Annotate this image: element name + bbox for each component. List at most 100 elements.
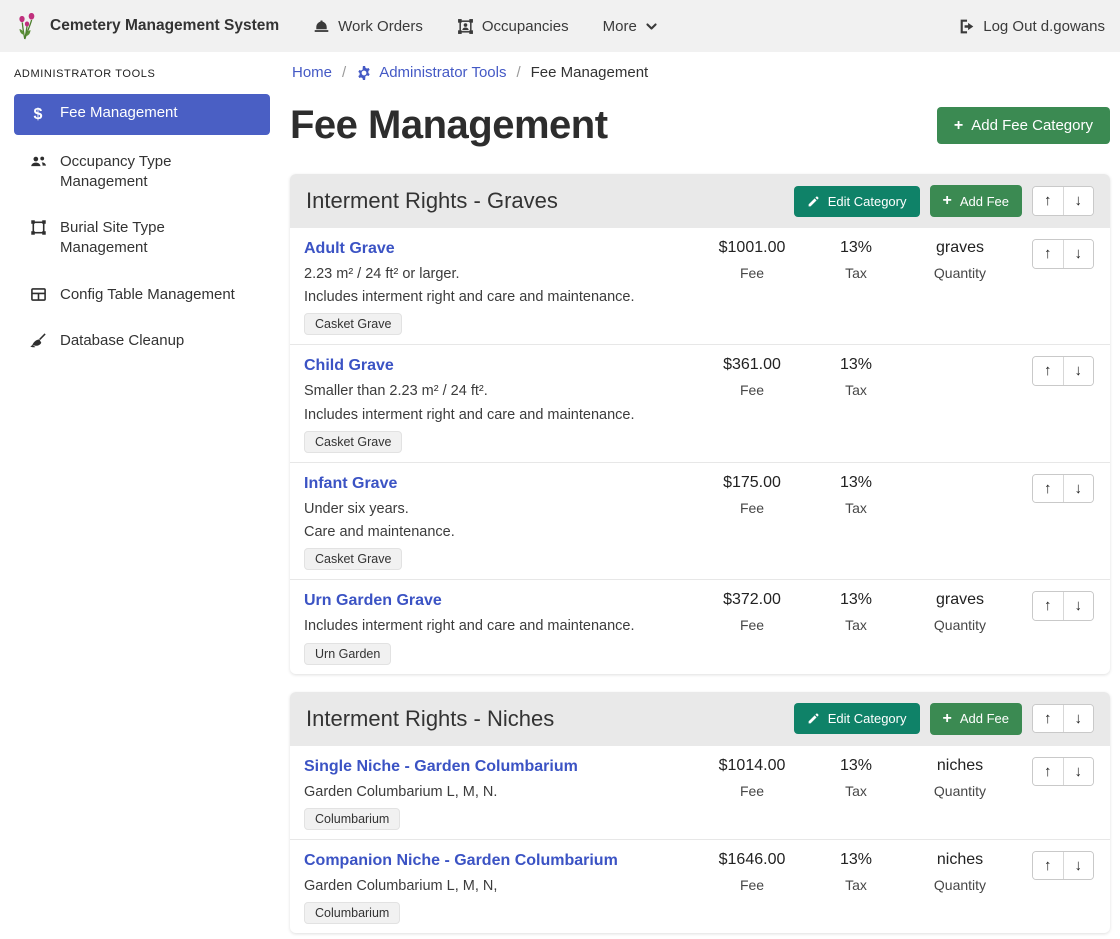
fee-row-infant-grave: Infant GraveUnder six years.Care and mai… xyxy=(290,463,1110,580)
fee-quantity: nichesQuantity xyxy=(900,851,1020,893)
fee-amount: $1014.00Fee xyxy=(702,757,802,799)
add-fee-button[interactable]: +Add Fee xyxy=(930,185,1023,217)
plus-icon: + xyxy=(954,118,963,134)
arrow-down: ↓ xyxy=(1075,479,1083,499)
fee-quantity: nichesQuantity xyxy=(900,757,1020,799)
sidebar-item-config-table-management[interactable]: Config Table Management xyxy=(14,276,270,314)
edit-category-label: Edit Category xyxy=(828,711,907,726)
nav-more[interactable]: More xyxy=(603,18,658,35)
move-up-button[interactable]: ↑ xyxy=(1033,705,1063,733)
move-down-button[interactable]: ↓ xyxy=(1063,475,1094,503)
breadcrumb-home[interactable]: Home xyxy=(292,64,332,81)
add-fee-label: Add Fee xyxy=(960,711,1009,726)
fee-tax: 13%Tax xyxy=(816,239,896,281)
fee-move-buttons: ↑↓ xyxy=(1032,591,1094,621)
nav-work-orders[interactable]: Work Orders xyxy=(313,18,423,35)
sidebar-item-label: Database Cleanup xyxy=(60,331,184,351)
category-actions: Edit Category + Add Fee ↑ ↓ xyxy=(794,703,1094,735)
move-down-button[interactable]: ↓ xyxy=(1063,705,1094,733)
breadcrumb-admin-tools[interactable]: Administrator Tools xyxy=(356,64,506,81)
breadcrumb-separator: / xyxy=(516,64,520,81)
move-down-button[interactable]: ↓ xyxy=(1063,592,1094,620)
fee-type-badge: Columbarium xyxy=(304,808,400,830)
arrow-down: ↓ xyxy=(1075,191,1083,211)
breadcrumb-current: Fee Management xyxy=(531,64,649,81)
fee-amount-value: $1646.00 xyxy=(702,851,802,869)
move-up-button[interactable]: ↑ xyxy=(1033,592,1063,620)
sidebar-heading: ADMINISTRATOR TOOLS xyxy=(14,68,270,80)
category-actions: Edit Category +Add Fee ↑ ↓ xyxy=(794,185,1094,217)
fee-name-link[interactable]: Adult Grave xyxy=(304,239,395,259)
fee-tax-value: 13% xyxy=(816,356,896,374)
fee-amount-value: $372.00 xyxy=(702,591,802,609)
fee-name-link[interactable]: Infant Grave xyxy=(304,474,397,494)
sidebar-item-occupancy-type-management[interactable]: Occupancy Type Management xyxy=(14,143,270,202)
pencil-icon xyxy=(807,195,820,208)
fee-amount-label: Fee xyxy=(702,500,802,516)
edit-category-label: Edit Category xyxy=(828,194,907,209)
move-up-button[interactable]: ↑ xyxy=(1033,475,1063,503)
page-header: Fee Management + Add Fee Category xyxy=(290,103,1110,148)
arrow-down: ↓ xyxy=(1075,856,1083,876)
fee-row-single-niche-garden-columbarium: Single Niche - Garden ColumbariumGarden … xyxy=(290,746,1110,840)
category-title: Interment Rights - Niches xyxy=(306,706,554,732)
move-down-button[interactable]: ↓ xyxy=(1063,357,1094,385)
fee-type-badge: Columbarium xyxy=(304,902,400,924)
arrow-up: ↑ xyxy=(1044,244,1052,264)
fee-name-link[interactable]: Companion Niche - Garden Columbarium xyxy=(304,851,618,871)
arrow-up: ↑ xyxy=(1044,596,1052,616)
sidebar: ADMINISTRATOR TOOLS $Fee Management Occup… xyxy=(0,52,280,939)
arrow-down: ↓ xyxy=(1075,709,1083,729)
arrow-up: ↑ xyxy=(1044,361,1052,381)
move-down-button[interactable]: ↓ xyxy=(1063,240,1094,268)
move-up-button[interactable]: ↑ xyxy=(1033,357,1063,385)
move-up-button[interactable]: ↑ xyxy=(1033,240,1063,268)
fee-amount: $372.00Fee xyxy=(702,591,802,633)
fee-tax-label: Tax xyxy=(816,500,896,516)
sidebar-item-label: Burial Site Type Management xyxy=(60,218,256,259)
add-fee-category-button[interactable]: + Add Fee Category xyxy=(937,107,1110,144)
fee-quantity-value: graves xyxy=(900,591,1020,609)
edit-category-button[interactable]: Edit Category xyxy=(794,703,920,734)
sidebar-item-database-cleanup[interactable]: Database Cleanup xyxy=(14,322,270,360)
fee-tax-label: Tax xyxy=(816,877,896,893)
move-down-button[interactable]: ↓ xyxy=(1063,187,1094,215)
plus-icon: + xyxy=(943,711,952,727)
sidebar-item-burial-site-type-management[interactable]: Burial Site Type Management xyxy=(14,209,270,268)
fee-tax: 13%Tax xyxy=(816,474,896,516)
move-up-button[interactable]: ↑ xyxy=(1033,758,1063,786)
fee-amount-value: $175.00 xyxy=(702,474,802,492)
fee-name-link[interactable]: Child Grave xyxy=(304,356,394,376)
hardhat-icon xyxy=(313,18,330,35)
fee-type-badge: Casket Grave xyxy=(304,431,402,453)
fee-description: Includes interment right and care and ma… xyxy=(304,289,1096,305)
fee-name-link[interactable]: Single Niche - Garden Columbarium xyxy=(304,757,578,777)
breadcrumb: Home / Administrator Tools / Fee Managem… xyxy=(290,64,1110,81)
fee-amount: $1001.00Fee xyxy=(702,239,802,281)
move-down-button[interactable]: ↓ xyxy=(1063,758,1094,786)
move-down-button[interactable]: ↓ xyxy=(1063,852,1094,880)
fee-row-companion-niche-garden-columbarium: Companion Niche - Garden ColumbariumGard… xyxy=(290,840,1110,933)
logout-link[interactable]: Log Out d.gowans xyxy=(958,18,1105,35)
sidebar-item-fee-management[interactable]: $Fee Management xyxy=(14,94,270,135)
add-fee-button[interactable]: + Add Fee xyxy=(930,703,1023,735)
tulip-logo-icon xyxy=(15,12,41,40)
fee-move-buttons: ↑↓ xyxy=(1032,757,1094,787)
fee-row-adult-grave: Adult Grave2.23 m² / 24 ft² or larger.In… xyxy=(290,228,1110,345)
sidebar-item-label: Config Table Management xyxy=(60,285,235,305)
edit-category-button[interactable]: Edit Category xyxy=(794,186,920,217)
gear-icon xyxy=(356,65,372,81)
fee-name-link[interactable]: Urn Garden Grave xyxy=(304,591,442,611)
arrow-up: ↑ xyxy=(1044,479,1052,499)
sidebar-item-label: Fee Management xyxy=(60,103,178,123)
app-brand[interactable]: Cemetery Management System xyxy=(15,12,279,40)
move-up-button[interactable]: ↑ xyxy=(1033,187,1063,215)
fee-tax-value: 13% xyxy=(816,591,896,609)
nav-occupancies[interactable]: Occupancies xyxy=(457,18,569,35)
fee-type-badge: Urn Garden xyxy=(304,643,391,665)
add-fee-label: Add Fee xyxy=(960,194,1009,209)
pencil-icon xyxy=(807,712,820,725)
main-content: Home / Administrator Tools / Fee Managem… xyxy=(280,52,1120,939)
move-up-button[interactable]: ↑ xyxy=(1033,852,1063,880)
fee-category-card-interment-rights-niches: Interment Rights - Niches Edit Category + A… xyxy=(290,692,1110,933)
